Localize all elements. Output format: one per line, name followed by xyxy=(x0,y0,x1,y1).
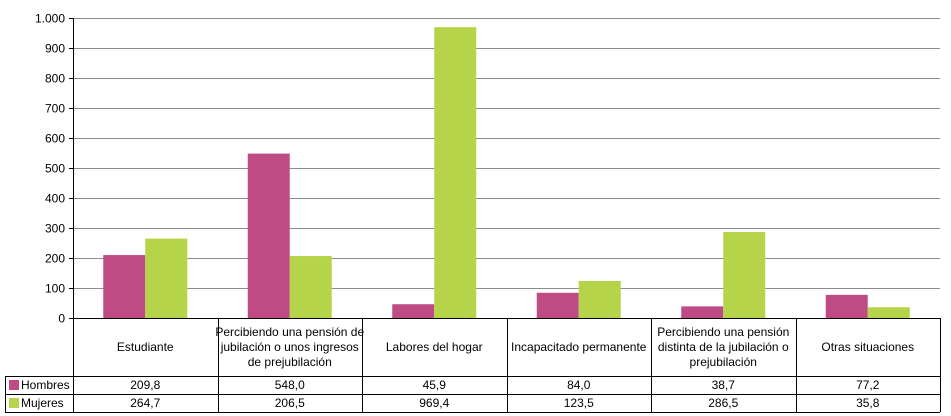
table-value-mujeres: 206,5 xyxy=(275,396,305,410)
bar-mujeres-1 xyxy=(289,256,332,318)
y-tick-label: 900 xyxy=(45,42,65,56)
y-tick-label: 700 xyxy=(45,102,65,116)
category-label: Incapacitado permanente xyxy=(511,340,647,354)
category-label: Labores del hogar xyxy=(386,340,483,354)
table-value-hombres: 45,9 xyxy=(423,378,447,392)
legend-label-mujeres: Mujeres xyxy=(21,396,64,410)
bar-mujeres-3 xyxy=(578,280,621,318)
axes: 0 100 200 300 400 500 600 700 800 900 1.000 xyxy=(35,12,940,326)
category-label: Otras situaciones xyxy=(821,340,914,354)
table-value-mujeres: 286,5 xyxy=(708,396,738,410)
table-value-hombres: 209,8 xyxy=(130,378,160,392)
bar-hombres-2 xyxy=(392,304,435,318)
bar-mujeres-2 xyxy=(434,27,477,319)
bar-hombres-1 xyxy=(247,153,290,318)
bar-hombres-3 xyxy=(536,292,579,318)
bar-hombres-5 xyxy=(825,294,868,318)
bar-mujeres-4 xyxy=(723,232,766,318)
y-tick-label: 100 xyxy=(45,282,65,296)
bar-hombres-4 xyxy=(681,306,724,318)
legend-swatch-hombres xyxy=(9,380,19,390)
table-value-hombres: 548,0 xyxy=(275,378,305,392)
bar-hombres-0 xyxy=(103,255,146,318)
y-tick-label: 600 xyxy=(45,132,65,146)
category-label: Percibiendo una pensión distinta de la ju… xyxy=(657,325,789,369)
gridlines xyxy=(73,18,940,319)
category-label: Estudiante xyxy=(117,340,174,354)
category-label: Percibiendo una pensión de jubilación o u… xyxy=(215,325,364,369)
table-value-hombres: 77,2 xyxy=(856,378,880,392)
y-tick-label: 500 xyxy=(45,162,65,176)
y-tick-label: 300 xyxy=(45,222,65,236)
bar-mujeres-5 xyxy=(867,307,910,318)
table-value-mujeres: 264,7 xyxy=(130,396,160,410)
table-value-mujeres: 35,8 xyxy=(856,396,880,410)
y-tick-label: 400 xyxy=(45,192,65,206)
data-table: Estudiante Percibiendo una pensión de jubi… xyxy=(5,318,941,413)
legend-swatch-mujeres xyxy=(9,398,19,408)
bars xyxy=(103,27,910,319)
y-tick-label: 0 xyxy=(58,312,65,326)
legend-label-hombres: Hombres xyxy=(21,378,70,392)
bar-mujeres-0 xyxy=(145,238,188,318)
table-value-hombres: 38,7 xyxy=(712,378,736,392)
y-tick-label: 800 xyxy=(45,72,65,86)
table-value-hombres: 84,0 xyxy=(567,378,591,392)
y-tick-label: 200 xyxy=(45,252,65,266)
y-tick-label: 1.000 xyxy=(35,12,65,26)
table-value-mujeres: 123,5 xyxy=(564,396,594,410)
table-value-mujeres: 969,4 xyxy=(419,396,449,410)
